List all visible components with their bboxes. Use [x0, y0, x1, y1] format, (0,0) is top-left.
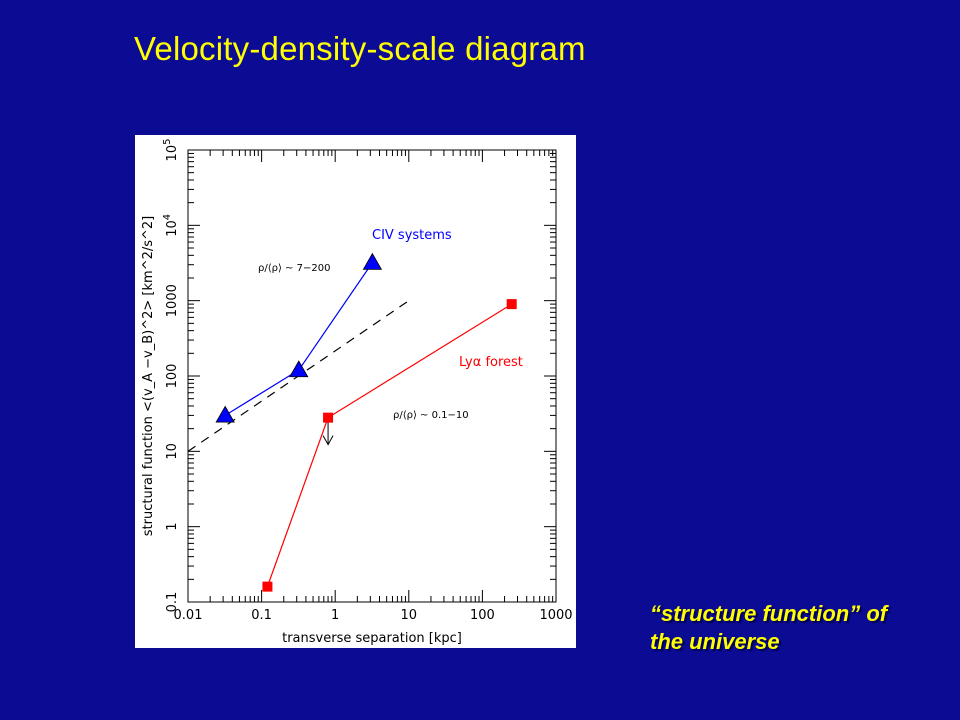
series-group: [215, 252, 517, 592]
y-tick-label: 100: [165, 364, 180, 389]
plot-frame: [187, 149, 557, 603]
civ-series-line: [224, 262, 373, 416]
caption-line-1: “structure function” of: [650, 601, 888, 626]
lya-data-point: [262, 581, 273, 592]
civ-density-annotation: ρ/⟨ρ⟩ ~ 7−200: [258, 263, 330, 274]
y-tick-label: 104: [162, 214, 180, 237]
x-tick-label: 1: [331, 608, 339, 623]
civ-data-point: [215, 405, 235, 423]
lya-data-point: [323, 412, 334, 423]
slide-caption: “structure function” of the universe: [650, 600, 940, 656]
caption-line-2: the universe: [650, 629, 780, 654]
civ-data-point: [362, 252, 383, 270]
x-tick-label: 10: [401, 608, 418, 623]
y-axis-label: structural function <(v_A −v_B)^2> [km^2…: [141, 216, 156, 537]
y-tick-label: 10: [165, 443, 180, 460]
slide-title: Velocity-density-scale diagram: [134, 30, 586, 67]
y-tick-label: 0.1: [165, 592, 180, 613]
lya-data-point: [506, 299, 517, 310]
y-tick-label: 1000: [165, 284, 180, 317]
x-tick-label: 0.1: [251, 608, 272, 623]
lya-series-label: Lyα forest: [459, 355, 523, 370]
x-tick-label: 0.01: [174, 608, 203, 623]
lya-density-annotation: ρ/⟨ρ⟩ ~ 0.1−10: [393, 410, 469, 421]
x-tick-label: 1000: [539, 608, 572, 623]
axis-ticks: [187, 149, 557, 603]
arrow-head: [322, 435, 334, 446]
civ-series-label: CIV systems: [372, 228, 452, 243]
lya-series-line: [266, 303, 513, 587]
civ-data-point: [289, 360, 309, 378]
y-tick-label: 105: [162, 139, 180, 162]
chart-panel: 0.01 0.1 1 10 100 1000 0.1 1 10 100 1000 104 105 tra…: [135, 135, 576, 648]
y-tick-label: 1: [165, 523, 180, 531]
x-axis-label: transverse separation [kpc]: [282, 631, 462, 646]
x-tick-label: 100: [470, 608, 495, 623]
